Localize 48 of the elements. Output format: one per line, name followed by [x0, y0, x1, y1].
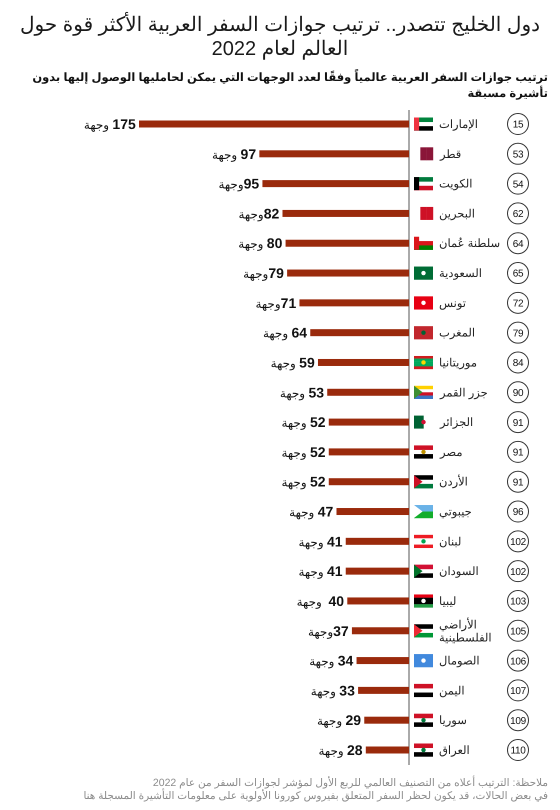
y-tick-label: الصومال: [439, 656, 480, 668]
y-tick-label: سلطنة عُمان: [439, 236, 500, 250]
y-tick-label: الأراضي الفلسطينية: [439, 617, 492, 644]
y-tick-label: جزر القمر: [439, 387, 488, 400]
y2-tick-label: 79: [512, 328, 524, 340]
y2-tick-label: 107: [510, 686, 527, 698]
y-tick-label: الإمارات: [439, 119, 478, 131]
y2-tick-label: 102: [510, 566, 527, 578]
y2-tick-label: 109: [510, 716, 527, 727]
y2-tick-label: 64: [512, 238, 524, 250]
y2-tick-label: 53: [512, 150, 524, 161]
y-tick-label: قطر: [439, 148, 462, 161]
y-tick-label: الجزائر: [439, 417, 474, 430]
y2-tick-label: 91: [512, 477, 524, 488]
y-tick-label: الأردن: [439, 474, 468, 489]
y-tick-label: لبنان: [439, 536, 462, 548]
y-tick-label: المغرب: [439, 328, 476, 340]
chart-subtitle: ترتيب جوازات السفر العربية عالمياً وفقًا لعدد الوجهات التي يمكن لحامليها الوصول إليها بدون تأشيرة مسبقة: [26, 70, 548, 102]
y2-tick-label: 96: [512, 507, 524, 518]
y2-tick-label: 15: [512, 120, 524, 131]
y2-tick-label: 62: [512, 209, 524, 220]
y2-tick-label: 110: [510, 746, 526, 757]
y2-tick-label: 90: [512, 388, 524, 399]
y2-tick-label: 102: [510, 537, 527, 548]
y2-tick-label: 106: [510, 656, 527, 668]
y-tick-label: السعودية: [439, 268, 482, 280]
y-tick-label: البحرين: [439, 208, 475, 220]
y2-tick-label: 105: [510, 626, 527, 638]
y-tick-label: سوريا: [439, 715, 467, 728]
y-tick-label: الكويت: [439, 178, 472, 191]
y2-tick-label: 54: [512, 179, 524, 190]
y-tick-label: جيبوتي: [439, 506, 472, 519]
y2-tick-label: 91: [512, 448, 524, 459]
y-tick-label: السودان: [439, 566, 479, 578]
y-tick-label: مصر: [439, 446, 462, 459]
y2-tick-label: 84: [512, 358, 524, 370]
annotation: ملاحظة: الترتيب أعلاه من التصنيف العالمي للربع الأول لمؤشر لجوازات السفر من عام 2022: [152, 777, 548, 789]
y2-tick-label: 65: [512, 268, 524, 280]
y-tick-label: ليبيا: [439, 596, 456, 608]
annotation: في بعض الحالات، قد يكون لحظر السفر المتعلق بفيروس كورونا الأولوية على معلومات التأشيرة المسجلة هنا: [82, 790, 548, 803]
chart-title: دول الخليج تتصدر.. ترتيب جوازات السفر العربية الأكثر قوة حول العالم لعام 2022: [6, 13, 554, 61]
y-tick-label: اليمن: [439, 685, 465, 698]
y-tick-label: العراق: [439, 745, 470, 757]
y-tick-label: تونس: [439, 298, 466, 310]
y-tick-label: موريتانيا: [439, 357, 478, 370]
y2-tick-label: 72: [512, 298, 524, 310]
y2-tick-label: 103: [510, 596, 527, 608]
y2-tick-label: 91: [512, 418, 524, 429]
